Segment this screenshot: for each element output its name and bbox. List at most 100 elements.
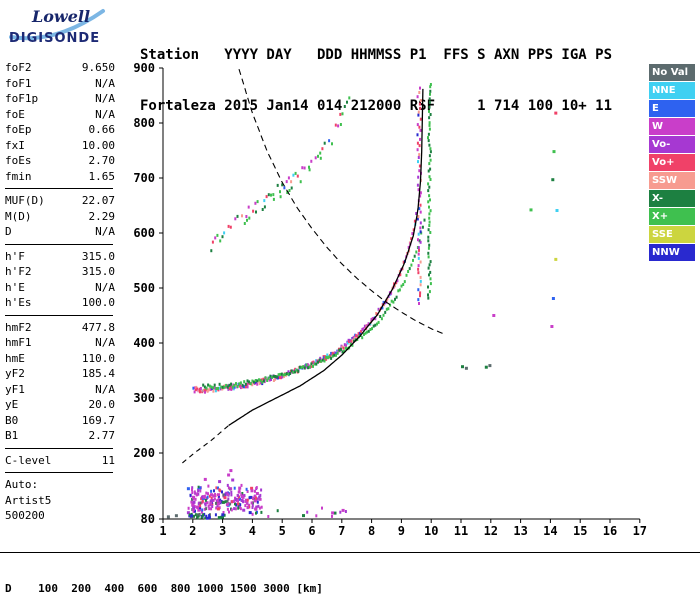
axis-tick-label: 9 bbox=[398, 524, 405, 538]
header-columns-line: Station YYYY DAY DDD HHMMSS P1 FFS S AXN… bbox=[140, 47, 613, 63]
parameter-row: foF1p N/A bbox=[5, 91, 115, 107]
parameter-row: fxI 10.00 bbox=[5, 138, 115, 154]
parameter-value: N/A bbox=[95, 76, 115, 90]
axis-tick-label: 400 bbox=[133, 336, 155, 350]
parameter-row: D N/A bbox=[5, 224, 115, 240]
axis-tick-label: 11 bbox=[454, 524, 468, 538]
legend-item-w: W bbox=[649, 118, 695, 135]
parameter-value: 169.7 bbox=[81, 413, 115, 427]
separator-line bbox=[5, 447, 113, 449]
parameter-value: 9.650 bbox=[81, 61, 115, 74]
parameter-label: h'F bbox=[5, 249, 25, 263]
separator-line bbox=[5, 188, 113, 189]
parameter-row: hmF2 477.8 bbox=[5, 320, 115, 336]
axis-tick-label: 80 bbox=[141, 512, 155, 526]
echo-direction-legend: No Val NNE E W Vo- Vo+ SSW X- X+ SSE NNW bbox=[649, 64, 696, 262]
axis-tick-label: 16 bbox=[603, 524, 617, 538]
parameter-label: hmE bbox=[5, 351, 25, 365]
parameter-value: 185.4 bbox=[81, 367, 115, 380]
parameter-value: N/A bbox=[95, 382, 115, 396]
parameter-row: foE N/A bbox=[5, 107, 115, 123]
axis-tick-label: 8 bbox=[368, 524, 375, 538]
parameter-value: N/A bbox=[95, 92, 115, 105]
parameter-value: 100.0 bbox=[81, 296, 115, 309]
parameter-label: foEs bbox=[5, 154, 32, 167]
parameter-label: foEp bbox=[5, 123, 32, 136]
axis-tick-label: 500 bbox=[133, 281, 155, 295]
station-data-header: Station YYYY DAY DDD HHMMSS P1 FFS S AXN… bbox=[140, 13, 612, 149]
parameter-row: yF1 N/A bbox=[5, 382, 115, 398]
axis-tick-label: 17 bbox=[633, 524, 647, 538]
d-muf-table: D 100 200 400 600 800 1000 1500 3000 [km… bbox=[5, 556, 700, 600]
parameter-label: hmF2 bbox=[5, 320, 32, 334]
parameter-label: h'Es bbox=[5, 296, 32, 309]
legend-item-x-: X- bbox=[649, 190, 695, 207]
parameter-footer-line: Auto: bbox=[5, 478, 39, 491]
parameter-label: B0 bbox=[5, 413, 19, 427]
parameter-value: 315.0 bbox=[81, 265, 115, 278]
axis-tick-label: 1 bbox=[159, 524, 166, 538]
axis-tick-label: 13 bbox=[513, 524, 527, 538]
separator-line bbox=[5, 472, 113, 473]
axis-tick-label: 3 bbox=[219, 524, 226, 538]
profile-curves bbox=[182, 68, 445, 464]
parameter-label: fmin bbox=[5, 169, 32, 183]
parameter-value: 10.00 bbox=[81, 138, 115, 152]
parameter-label: h'E bbox=[5, 280, 25, 294]
parameter-value: 110.0 bbox=[81, 351, 115, 365]
parameter-value: N/A bbox=[95, 336, 115, 349]
parameter-label: fxI bbox=[5, 138, 25, 152]
axis-tick-label: 2 bbox=[189, 524, 196, 538]
bottom-status-panel: D 100 200 400 600 800 1000 1500 3000 [km… bbox=[0, 552, 700, 600]
echo-scatter-points bbox=[166, 83, 559, 520]
ionospheric-parameters-panel: foF2 9.650 foF1 N/A foF1p N/A foE N/A foEp 0.66 fx… bbox=[5, 60, 115, 524]
legend-item-no-val: No Val bbox=[649, 64, 695, 81]
legend-item-nnw: NNW bbox=[649, 244, 695, 261]
legend-item-vo-: Vo+ bbox=[649, 154, 695, 171]
axis-tick-label: 14 bbox=[543, 524, 557, 538]
parameter-value: 2.77 bbox=[88, 429, 116, 442]
parameter-label: D bbox=[5, 225, 12, 238]
axis-tick-label: 800 bbox=[133, 116, 155, 130]
separator-line bbox=[5, 314, 113, 316]
parameter-value: 315.0 bbox=[81, 249, 115, 263]
parameter-value: 20.0 bbox=[88, 398, 116, 411]
distance-row: D 100 200 400 600 800 1000 1500 3000 [km… bbox=[5, 582, 323, 595]
parameter-row: h'F 315.0 bbox=[5, 249, 115, 265]
parameter-row: M(D) 2.29 bbox=[5, 209, 115, 225]
parameter-value: N/A bbox=[95, 280, 115, 294]
parameter-footer-line: Artist5 bbox=[5, 493, 52, 507]
parameter-value: 1.65 bbox=[88, 169, 116, 183]
parameter-row: h'Es 100.0 bbox=[5, 295, 115, 311]
parameter-row: B0 169.7 bbox=[5, 413, 115, 429]
parameter-label: C-level bbox=[5, 453, 52, 467]
axis-tick-label: 15 bbox=[573, 524, 587, 538]
axis-tick-label: 700 bbox=[133, 171, 155, 185]
parameter-row: hmF1 N/A bbox=[5, 335, 115, 351]
parameter-label: foE bbox=[5, 107, 25, 121]
parameter-label: foF1 bbox=[5, 76, 32, 90]
ionogram-plot: 1 2 3 4 5 6 7 8 9 10 11 12 13 14 15 16 17900800700600500… bbox=[133, 61, 647, 538]
parameter-label: B1 bbox=[5, 429, 19, 442]
parameter-row: foF1 N/A bbox=[5, 76, 115, 92]
legend-item-sse: SSE bbox=[649, 226, 695, 243]
axis-tick-label: 200 bbox=[133, 446, 155, 460]
axis-tick-label: 600 bbox=[133, 226, 155, 240]
parameter-label: yF2 bbox=[5, 367, 25, 380]
parameter-label: yF1 bbox=[5, 382, 25, 396]
parameter-label: yE bbox=[5, 398, 19, 411]
axis-tick-label: 12 bbox=[484, 524, 498, 538]
parameter-label: MUF(D) bbox=[5, 194, 45, 207]
legend-item-nne: NNE bbox=[649, 82, 695, 99]
parameter-value: 0.66 bbox=[88, 123, 116, 136]
header-values-line: Fortaleza 2015 Jan14 014 212000 RSF 1 71… bbox=[140, 98, 613, 114]
parameter-row: hmE 110.0 bbox=[5, 351, 115, 367]
axis-tick-label: 5 bbox=[279, 524, 286, 538]
parameter-row: h'E N/A bbox=[5, 280, 115, 296]
parameter-row: C-level 11 bbox=[5, 453, 115, 469]
parameter-row: B1 2.77 bbox=[5, 428, 115, 444]
parameter-value: N/A bbox=[95, 107, 115, 121]
legend-item-vo-: Vo- bbox=[649, 136, 695, 153]
parameter-value: 11 bbox=[101, 453, 115, 467]
parameter-value: 477.8 bbox=[81, 320, 115, 334]
